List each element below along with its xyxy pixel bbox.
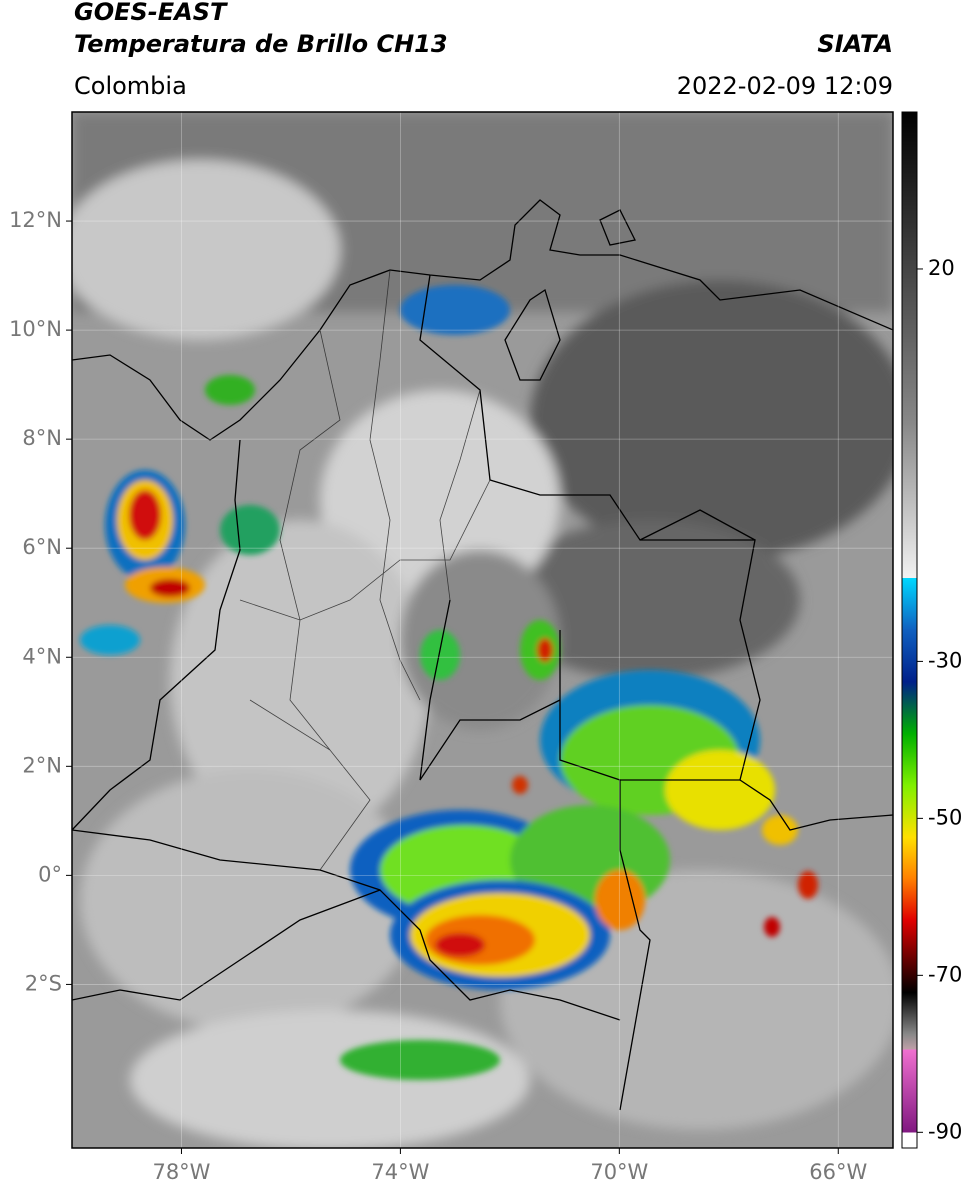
lon-tick-label: 78°W xyxy=(152,1160,210,1184)
colorbar-tick-label: -90 xyxy=(928,1119,962,1143)
colorbar-tick-label: -30 xyxy=(928,648,962,672)
ticks: 78°W 74°W 70°W 66°W 12°N 10°N 8°N 6°N 4°N 2°N 0° 2°… xyxy=(9,208,962,1184)
colorbar-tick-label: -70 xyxy=(928,962,962,986)
source: SIATA xyxy=(817,30,893,58)
lat-tick-label: 2°N xyxy=(22,753,62,777)
title: GOES-EAST xyxy=(74,0,228,26)
lat-tick-label: 8°N xyxy=(22,426,62,450)
colorbar-tick-label: 20 xyxy=(928,256,955,280)
map-frame xyxy=(71,111,894,1149)
lat-tick-label: 0° xyxy=(38,862,62,886)
timestamp: 2022-02-09 12:09 xyxy=(677,72,893,100)
region: Colombia xyxy=(74,72,187,100)
lat-tick-label: 10°N xyxy=(9,317,62,341)
satellite-image xyxy=(72,112,893,1148)
lon-tick-label: 70°W xyxy=(590,1160,648,1184)
colorbar-tick-label: -50 xyxy=(928,805,962,829)
colorbar xyxy=(901,111,918,1149)
lon-tick-label: 66°W xyxy=(809,1160,867,1184)
grid xyxy=(72,112,893,1148)
lat-tick-label: 12°N xyxy=(9,208,62,232)
lon-tick-label: 74°W xyxy=(371,1160,429,1184)
lat-tick-label: 4°N xyxy=(22,644,62,668)
lat-tick-label: 6°N xyxy=(22,535,62,559)
lat-tick-label: 2°S xyxy=(25,971,62,995)
subtitle: Temperatura de Brillo CH13 xyxy=(74,30,448,58)
